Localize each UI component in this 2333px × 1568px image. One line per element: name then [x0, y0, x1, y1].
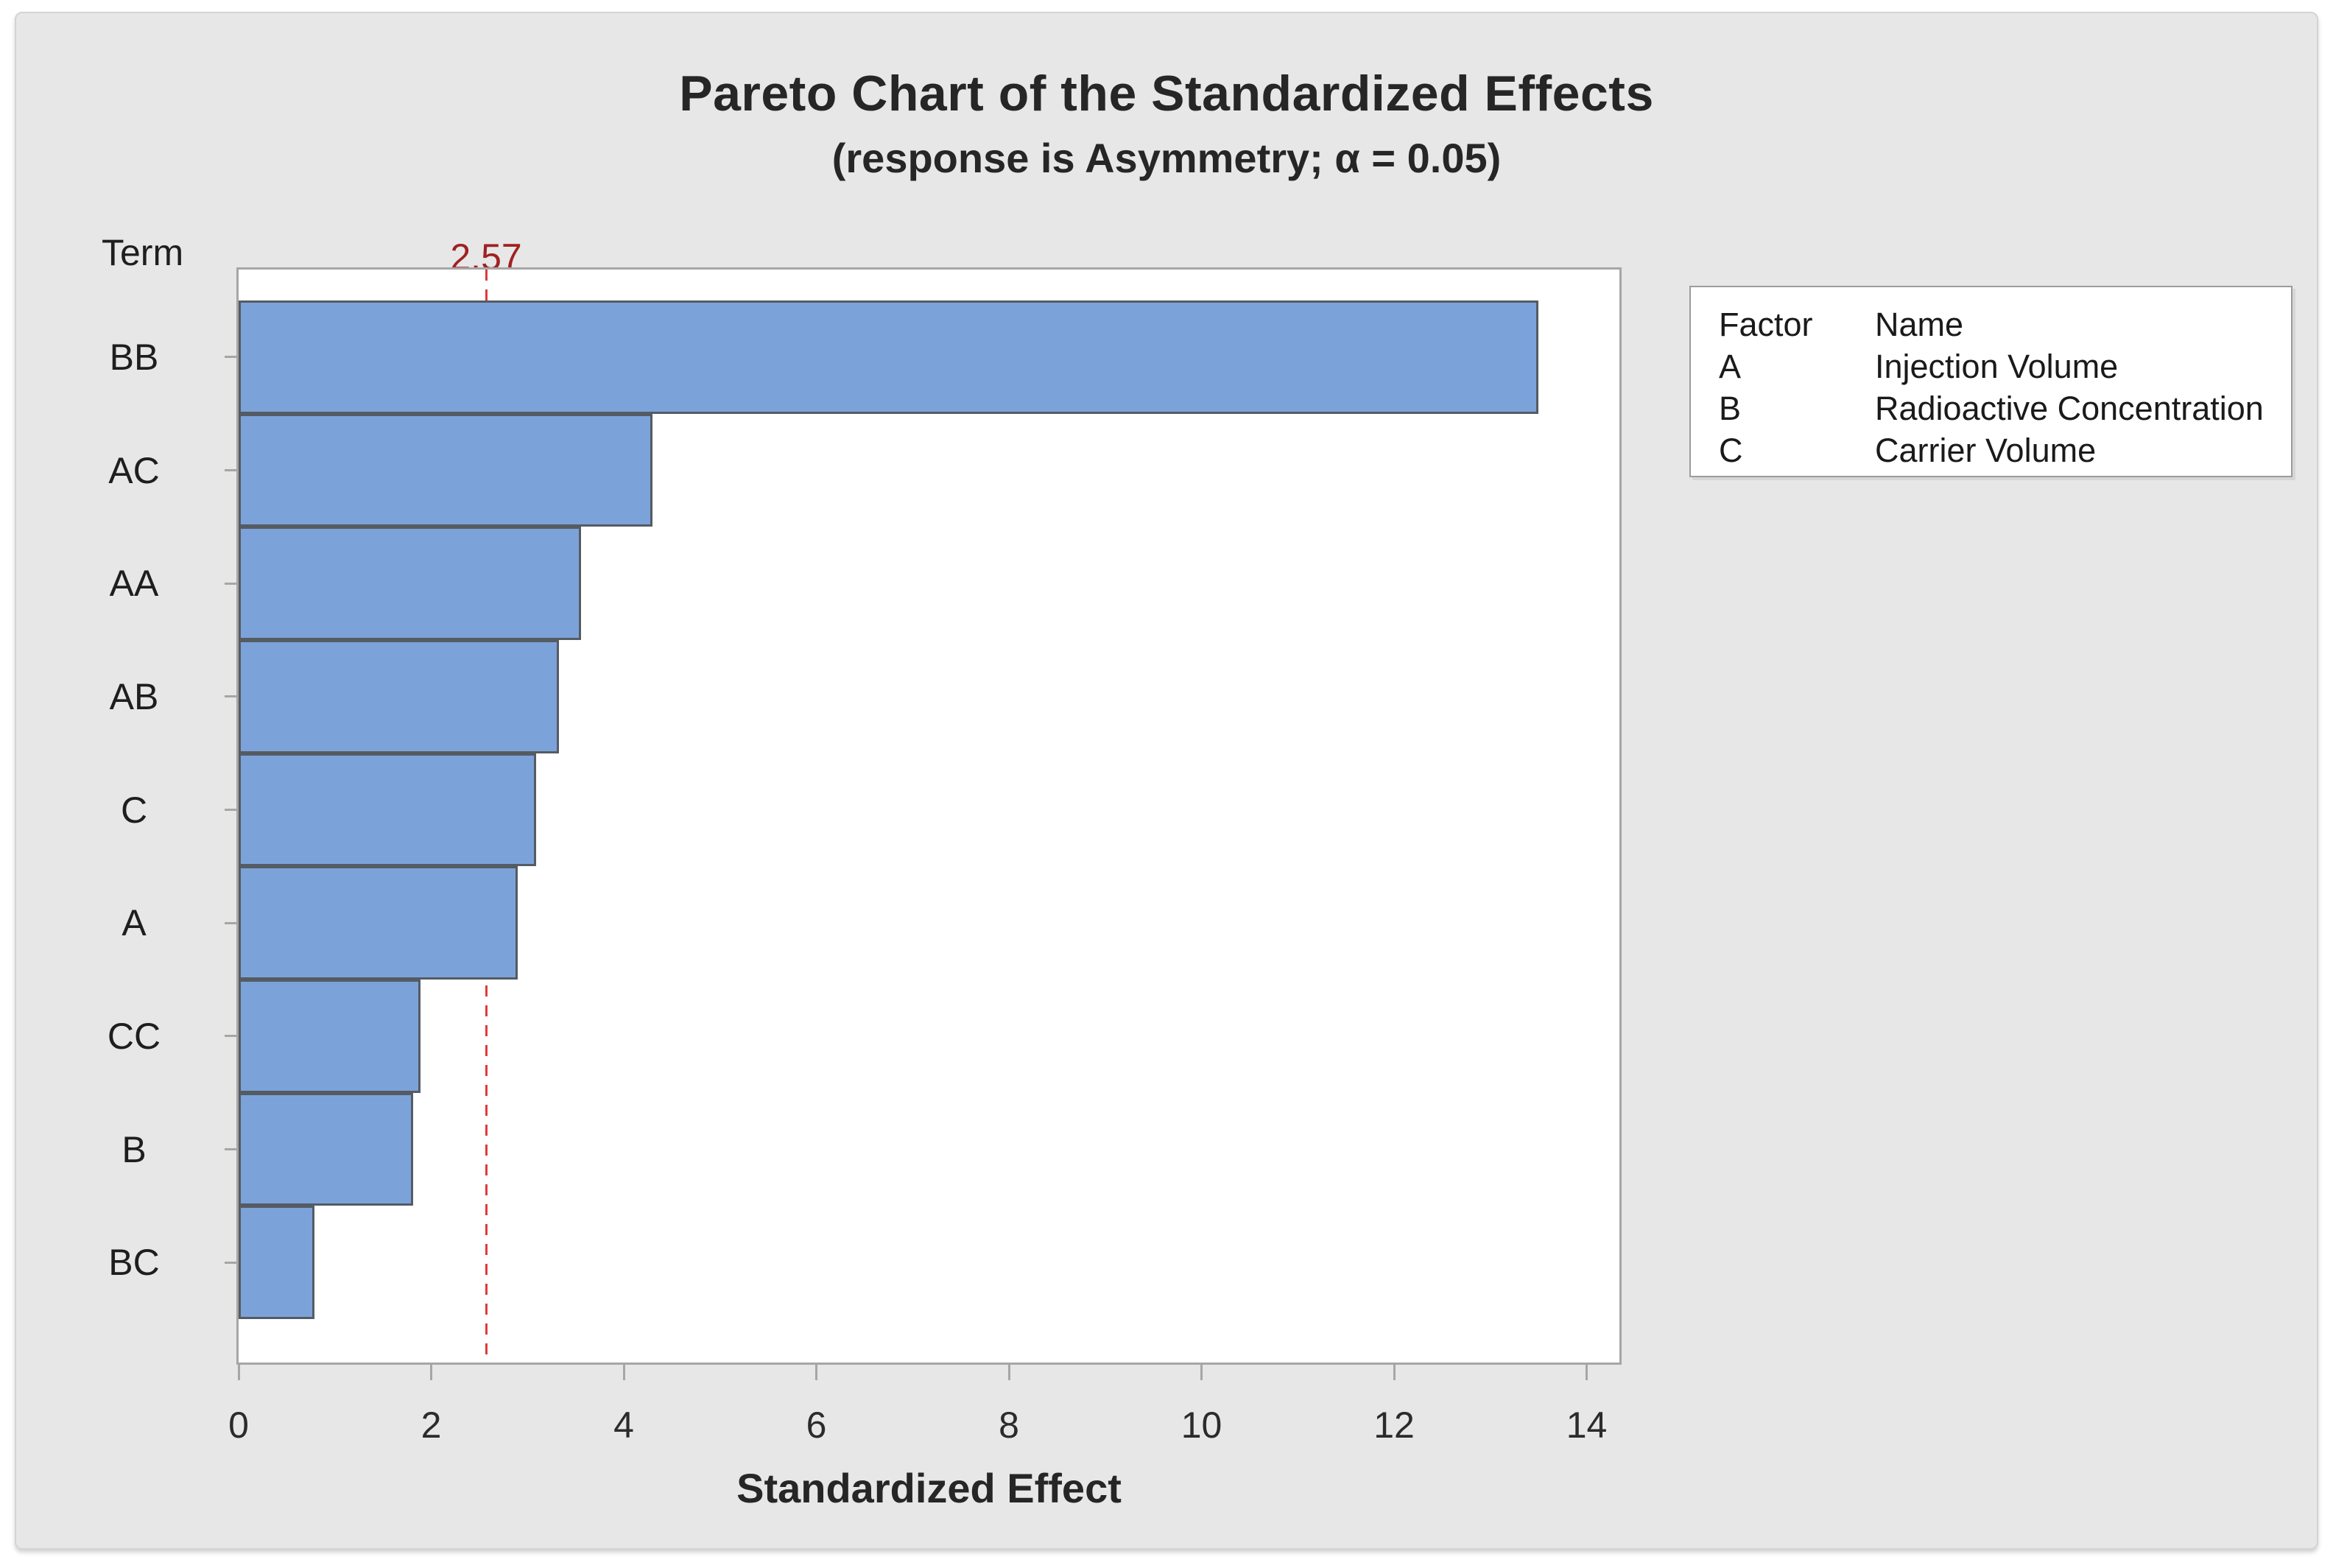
x-tick-4	[622, 1365, 625, 1380]
y-label-BC: BC	[108, 1242, 160, 1284]
x-tick-6	[815, 1365, 818, 1380]
x-tick-label-8: 8	[999, 1404, 1019, 1446]
x-tick-label-0: 0	[228, 1404, 249, 1446]
chart-panel: Pareto Chart of the Standardized Effects…	[15, 12, 2318, 1550]
legend-header-name: Name	[1875, 306, 1964, 343]
y-tick-B	[225, 1148, 236, 1150]
chart-title: Pareto Chart of the Standardized Effects	[679, 66, 1654, 122]
y-label-B: B	[122, 1128, 147, 1170]
x-tick-label-10: 10	[1180, 1404, 1222, 1446]
legend-factor-C: C	[1719, 432, 1743, 469]
bar-B	[239, 1092, 413, 1206]
x-tick-2	[430, 1365, 432, 1380]
y-tick-A	[225, 921, 236, 924]
bar-AA	[239, 527, 582, 640]
x-tick-label-14: 14	[1566, 1404, 1608, 1446]
y-tick-AB	[225, 695, 236, 698]
legend-name-C: Carrier Volume	[1875, 432, 2097, 469]
bar-BB	[239, 300, 1539, 414]
bar-BC	[239, 1206, 315, 1319]
bar-CC	[239, 980, 421, 1093]
legend-factor-B: B	[1719, 390, 1742, 427]
chart-subtitle: (response is Asymmetry; α = 0.05)	[831, 135, 1502, 181]
bar-AB	[239, 640, 560, 753]
bar-C	[239, 753, 537, 867]
x-tick-label-2: 2	[420, 1404, 442, 1446]
x-tick-label-4: 4	[613, 1404, 634, 1446]
legend-name-B: Radioactive Concentration	[1875, 390, 2264, 427]
y-label-AA: AA	[109, 563, 159, 605]
legend-table: Factor Name A Injection Volume B Radioactive …	[1719, 303, 2279, 471]
y-label-C: C	[120, 789, 148, 831]
y-tick-BC	[225, 1261, 236, 1264]
y-label-AC: AC	[108, 449, 160, 491]
y-label-BB: BB	[109, 336, 159, 378]
legend-box: Factor Name A Injection Volume B Radioactive …	[1689, 286, 2292, 477]
x-tick-label-6: 6	[806, 1404, 827, 1446]
legend-factor-A: A	[1719, 348, 1742, 385]
legend-name-A: Injection Volume	[1875, 348, 2119, 385]
y-tick-CC	[225, 1035, 236, 1038]
legend-header-factor: Factor	[1719, 306, 1813, 343]
y-label-AB: AB	[109, 675, 159, 717]
y-tick-AC	[225, 469, 236, 471]
y-axis-header: Term	[102, 232, 184, 273]
y-tick-C	[225, 809, 236, 811]
y-label-A: A	[122, 902, 147, 944]
x-tick-label-12: 12	[1373, 1404, 1415, 1446]
x-tick-12	[1393, 1365, 1396, 1380]
x-tick-0	[237, 1365, 240, 1380]
y-label-CC: CC	[107, 1015, 161, 1057]
y-tick-BB	[225, 356, 236, 359]
plot-area	[225, 267, 1622, 1380]
bar-AC	[239, 413, 653, 527]
x-axis-title: Standardized Effect	[736, 1465, 1122, 1511]
x-tick-10	[1200, 1365, 1203, 1380]
bar-A	[239, 866, 518, 980]
x-tick-8	[1007, 1365, 1010, 1380]
x-tick-14	[1586, 1365, 1588, 1380]
y-tick-AA	[225, 582, 236, 585]
